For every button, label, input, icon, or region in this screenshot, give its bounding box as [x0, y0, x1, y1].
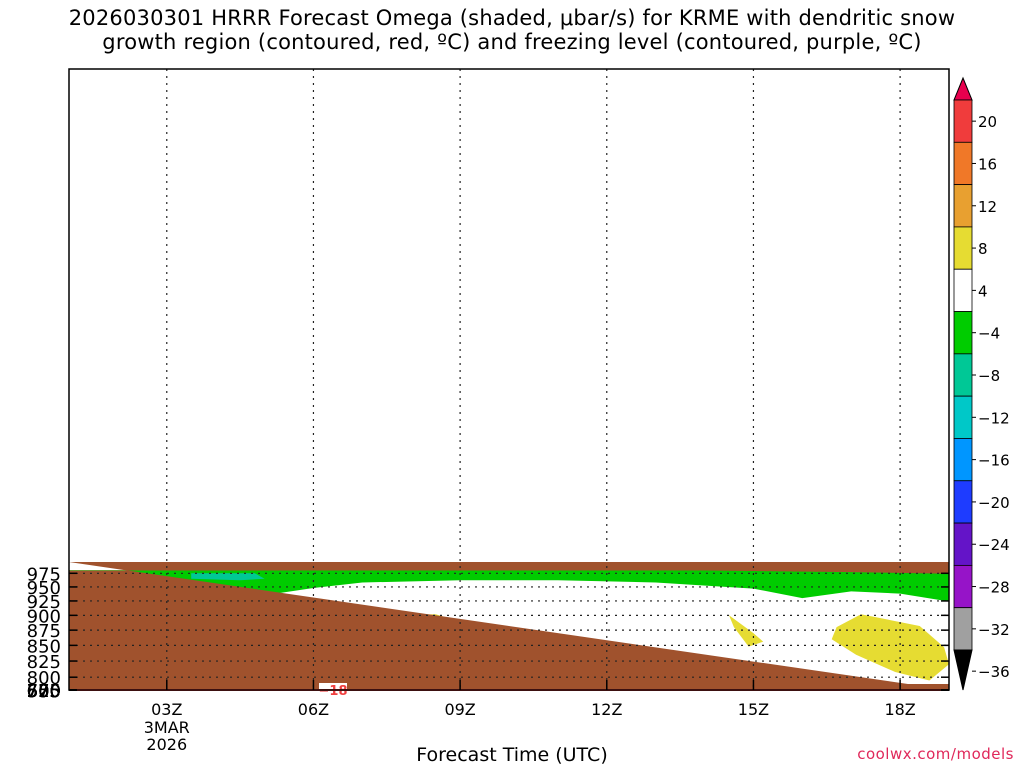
x-tick-label: 09Z	[444, 700, 475, 719]
colorbar-label: −24	[978, 536, 1010, 554]
ground-strip	[69, 684, 949, 690]
colorbar-label: 20	[978, 113, 997, 131]
colorbar-bottom-tip	[953, 649, 973, 691]
y-tick-label: 800	[27, 668, 61, 689]
y-tick-label: 500	[27, 681, 61, 702]
omega-region-teal	[191, 573, 265, 581]
plot-frame	[68, 68, 950, 691]
omega-region-yellow	[831, 614, 949, 681]
y-tick-label: 975	[27, 564, 61, 585]
colorbar: 20 16 12 8 4 −4 −8 −12 −16 −20 −24 −28 −32 −36	[953, 76, 1010, 691]
x-tick-sublabel: 2026	[146, 735, 187, 754]
y-tick-label: 575	[27, 681, 61, 702]
omega-region-yellow	[729, 615, 764, 647]
colorbar-label: −16	[978, 452, 1010, 470]
y-tick-label: 950	[27, 578, 61, 599]
colorbar-label: 8	[978, 240, 988, 258]
y-tick-label: 725	[27, 681, 61, 702]
colorbar-segment	[953, 184, 973, 228]
y-tick-label: 600	[27, 681, 61, 702]
chart-title-line2: growth region (contoured, red, ºC) and f…	[102, 30, 922, 54]
x-tick-label: 06Z	[298, 700, 329, 719]
y-tick-label: 675	[27, 681, 61, 702]
y-tick-label: 750	[27, 681, 61, 702]
x-axis-label: Forecast Time (UTC)	[416, 744, 608, 766]
x-tick-label: 12Z	[591, 700, 622, 719]
colorbar-segment	[953, 564, 973, 609]
colorbar-label: −36	[978, 663, 1010, 681]
ground-layer	[69, 562, 949, 690]
y-tick-label: 775	[27, 681, 61, 702]
y-tick-label: 700	[27, 681, 61, 702]
colorbar-segment	[953, 311, 973, 355]
colorbar-segment	[953, 395, 973, 439]
colorbar-segment	[953, 268, 973, 312]
colorbar-segment	[953, 607, 973, 651]
y-tick-label: 900	[27, 606, 61, 627]
colorbar-segment	[953, 438, 973, 482]
y-tick-label: 875	[27, 621, 61, 642]
chart-title: 2026030301 HRRR Forecast Omega (shaded, …	[0, 6, 1024, 54]
colorbar-segment	[953, 99, 973, 143]
x-tick-label: 03Z	[151, 700, 182, 719]
colorbar-segment	[953, 480, 973, 524]
colorbar-segment	[953, 141, 973, 186]
colorbar-label: −8	[978, 367, 1000, 385]
colorbar-label: −20	[978, 494, 1010, 512]
chart-title-line1: 2026030301 HRRR Forecast Omega (shaded, …	[68, 6, 956, 30]
colorbar-segment	[953, 226, 973, 270]
x-tick-sublabel: 3MAR	[144, 718, 190, 737]
credit-link[interactable]: coolwx.com/models	[857, 745, 1014, 763]
y-axis: 5005255505756006256506757007257507758008…	[27, 564, 949, 702]
omega-region-green	[69, 570, 949, 602]
colorbar-segment	[953, 522, 973, 566]
y-tick-label: 825	[27, 652, 61, 673]
colorbar-label: −12	[978, 409, 1010, 427]
colorbar-label: −28	[978, 579, 1010, 597]
contour-label: −18	[319, 684, 348, 699]
y-tick-label: 850	[27, 636, 61, 657]
ground-surface	[69, 562, 949, 690]
colorbar-label: −32	[978, 621, 1010, 639]
y-tick-label: 525	[27, 681, 61, 702]
colorbar-label: 16	[978, 155, 997, 173]
y-tick-label: 650	[27, 681, 61, 702]
x-tick-label: 18Z	[884, 700, 915, 719]
colorbar-label: 4	[978, 282, 988, 300]
x-tick-label: 15Z	[738, 700, 769, 719]
colorbar-segment	[953, 353, 973, 397]
colorbar-top-tip	[953, 76, 973, 101]
y-tick-label: 625	[27, 681, 61, 702]
y-tick-label: 925	[27, 592, 61, 613]
colorbar-label: −4	[978, 325, 1000, 343]
colorbar-label: 12	[978, 198, 997, 216]
y-tick-label: 550	[27, 681, 61, 702]
plot-border	[68, 68, 950, 691]
